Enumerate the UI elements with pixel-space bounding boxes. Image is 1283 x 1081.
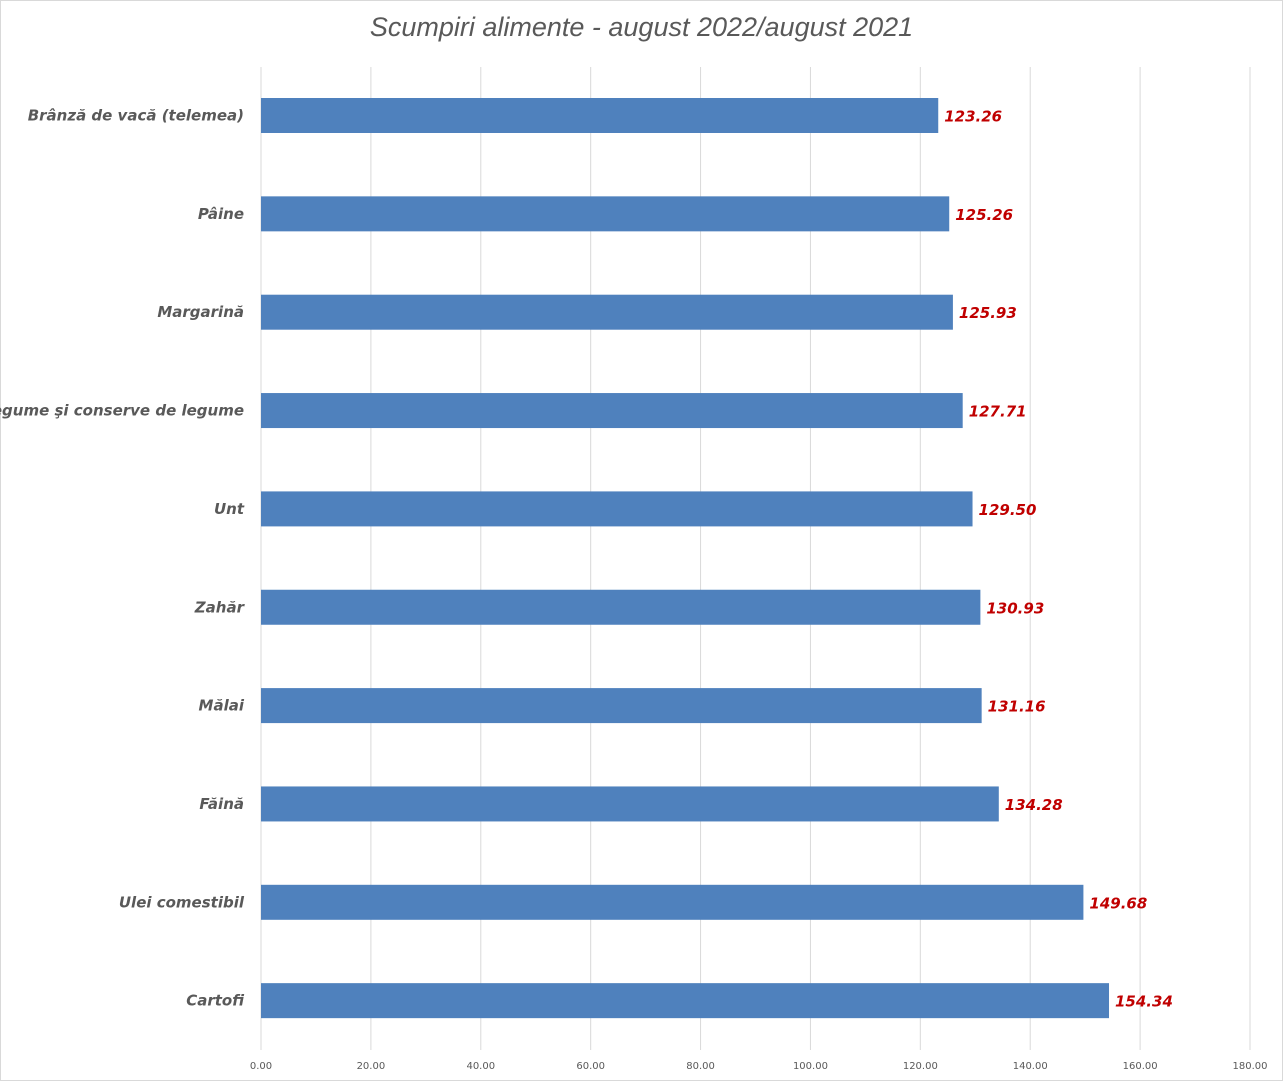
bar [261, 98, 939, 133]
bar [261, 688, 982, 724]
category-label: Unt [214, 500, 245, 518]
category-label: Făină [199, 795, 244, 813]
x-tick-label: 0.00 [250, 1061, 272, 1072]
category-label: Ulei comestibil [119, 893, 245, 911]
data-label: 149.68 [1089, 894, 1147, 912]
category-label: Margarină [157, 303, 244, 321]
category-label: Pâine [198, 205, 244, 223]
data-label: 125.26 [955, 206, 1013, 224]
data-label: 130.93 [986, 599, 1044, 617]
data-label: 129.50 [979, 501, 1037, 519]
data-label: 134.28 [1005, 796, 1063, 814]
x-tick-label: 140.00 [1013, 1061, 1048, 1072]
category-label: Zahăr [194, 598, 246, 616]
bar [261, 786, 999, 822]
data-label: 131.16 [988, 698, 1046, 716]
data-label: 154.34 [1115, 993, 1173, 1011]
x-tick-label: 20.00 [357, 1061, 386, 1072]
x-tick-label: 120.00 [903, 1061, 938, 1072]
data-label: 125.93 [959, 304, 1017, 322]
x-tick-label: 80.00 [686, 1061, 715, 1072]
chart-title: Scumpiri alimente - august 2022/august 2… [369, 12, 914, 42]
bar [261, 393, 963, 429]
bar [261, 589, 981, 625]
bar [261, 884, 1084, 920]
bar [261, 491, 973, 527]
x-tick-label: 60.00 [576, 1061, 605, 1072]
x-tick-label: 40.00 [466, 1061, 495, 1072]
category-label: Cartofi [186, 992, 244, 1010]
bar [261, 294, 953, 330]
x-tick-label: 160.00 [1123, 1061, 1158, 1072]
bar [261, 983, 1110, 1019]
category-label: Legume şi conserve de legume [0, 402, 244, 420]
category-label: Brânză de vacă (telemea) [28, 107, 244, 125]
data-label: 123.26 [944, 108, 1002, 126]
x-tick-label: 180.00 [1233, 1061, 1268, 1072]
category-label: Mălai [199, 697, 245, 715]
x-tick-label: 100.00 [793, 1061, 828, 1072]
data-label: 127.71 [969, 403, 1027, 421]
bar [261, 196, 950, 232]
